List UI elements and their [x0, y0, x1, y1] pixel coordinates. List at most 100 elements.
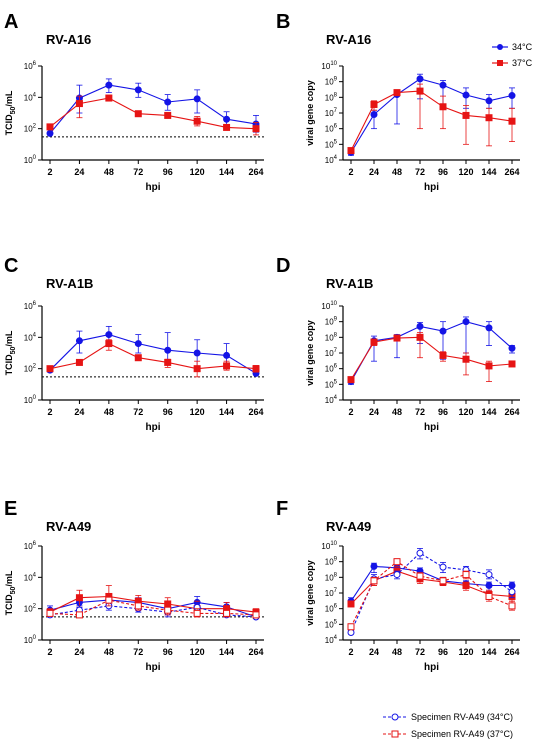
legend-label: Specimen RV-A49 (34°C): [411, 712, 513, 722]
legend-label: 37°C: [512, 58, 533, 68]
data-point: [393, 334, 401, 342]
chart-title: RV-A49: [326, 519, 371, 534]
data-point: [416, 75, 424, 83]
data-point: [416, 322, 424, 330]
x-tick-label: 144: [219, 647, 234, 657]
y-tick-label: 107: [325, 588, 338, 598]
data-point: [164, 98, 172, 106]
data-point: [508, 92, 516, 100]
x-tick-label: 144: [481, 407, 496, 417]
x-tick-label: 48: [104, 407, 114, 417]
y-tick-label: 106: [325, 364, 338, 374]
chart-panel-e: E RV-A49 100 102 104 106 2 24 48 72 96 120 144 264 hpi…: [4, 498, 264, 673]
series-line: [49, 334, 257, 374]
y-tick-label: 100: [24, 155, 37, 165]
series-line: [350, 90, 513, 151]
y-tick-label: 106: [325, 124, 338, 134]
x-tick-label: 120: [458, 407, 473, 417]
y-tick-label: 108: [325, 332, 338, 342]
data-point: [370, 338, 378, 346]
panel-letter: F: [276, 498, 288, 520]
data-point: [134, 354, 142, 362]
data-point: [347, 376, 355, 384]
x-tick-label: 96: [438, 167, 448, 177]
x-tick-label: 2: [47, 167, 52, 177]
data-point: [105, 331, 113, 339]
data-point: [416, 333, 424, 341]
x-tick-label: 24: [74, 167, 84, 177]
y-tick-label: 1010: [321, 301, 337, 311]
data-point: [508, 602, 516, 610]
x-tick-label: 264: [504, 407, 519, 417]
legend-label: 34°C: [512, 42, 533, 52]
x-tick-label: 2: [348, 167, 353, 177]
data-point: [105, 596, 113, 604]
data-point: [393, 89, 401, 97]
y-axis-label: viral gene copy: [305, 320, 315, 386]
legend-label: Specimen RV-A49 (37°C): [411, 729, 513, 739]
data-point: [75, 594, 83, 602]
y-tick-label: 105: [325, 619, 338, 629]
data-point: [393, 558, 401, 566]
chart-panel-c: C RV-A1B 100 102 104 106 2 24 48 72 96 120 144 264 hpi…: [4, 255, 264, 433]
y-axis-label: TCID50/mL: [4, 570, 17, 615]
x-axis-label: hpi: [146, 422, 161, 433]
series-dashed-37: [347, 558, 516, 631]
x-tick-label: 2: [47, 407, 52, 417]
data-point: [347, 623, 355, 631]
x-tick-label: 48: [104, 647, 114, 657]
x-axis-label: hpi: [146, 662, 161, 673]
data-point: [393, 571, 401, 579]
data-point: [193, 609, 201, 617]
data-point: [485, 97, 493, 105]
y-tick-label: 104: [325, 155, 338, 165]
y-axis-label: viral gene copy: [305, 80, 315, 146]
data-point: [485, 114, 493, 122]
x-tick-label: 24: [369, 407, 379, 417]
legend: 34°C 37°C: [492, 42, 533, 68]
data-point: [370, 562, 378, 570]
data-point: [252, 611, 260, 619]
data-point: [164, 346, 172, 354]
data-point: [134, 340, 142, 348]
data-point: [164, 358, 172, 366]
y-tick-label: 104: [24, 572, 37, 582]
series-line: [350, 78, 513, 153]
data-point: [164, 606, 172, 614]
panel-letter: D: [276, 255, 290, 277]
series-line: [49, 595, 257, 613]
x-tick-label: 48: [392, 167, 402, 177]
series-line: [49, 599, 257, 618]
x-tick-label: 144: [481, 167, 496, 177]
x-tick-label: 24: [369, 647, 379, 657]
data-point: [485, 571, 493, 579]
x-tick-label: 264: [248, 407, 263, 417]
chart-title: RV-A1B: [326, 276, 373, 291]
data-point: [193, 349, 201, 357]
data-point: [462, 111, 470, 119]
data-point: [508, 360, 516, 368]
data-point: [462, 355, 470, 363]
series-line: [350, 561, 513, 628]
data-point: [134, 86, 142, 94]
data-point: [508, 117, 516, 125]
data-point: [347, 600, 355, 608]
data-point: [46, 365, 54, 373]
x-tick-label: 120: [190, 167, 205, 177]
y-axis-label: TCID50/mL: [4, 330, 17, 375]
data-point: [347, 629, 355, 637]
x-tick-label: 72: [133, 167, 143, 177]
y-tick-label: 109: [325, 557, 338, 567]
series-solid-34: [347, 316, 516, 386]
chart-panel-a: A RV-A16 100 102 104 106 2 24 48 72 96 120 144 264 hpi…: [4, 11, 264, 193]
data-point: [75, 358, 83, 366]
x-tick-label: 24: [74, 407, 84, 417]
x-tick-label: 72: [415, 407, 425, 417]
panel-letter: E: [4, 498, 17, 520]
data-point: [485, 592, 493, 600]
data-point: [462, 318, 470, 326]
data-point: [508, 344, 516, 352]
x-tick-label: 24: [74, 647, 84, 657]
x-tick-label: 96: [163, 407, 173, 417]
